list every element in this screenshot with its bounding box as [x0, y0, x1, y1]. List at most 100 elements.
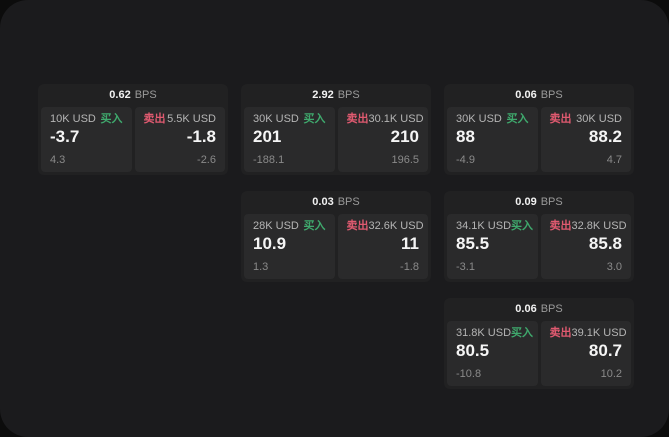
buy-label: 买入 — [303, 220, 326, 232]
sell-tile-top: 卖出 32.8K USD — [549, 220, 627, 232]
quote-card: 0.09 BPS 34.1K USD 买入 85.5 -3.1 卖出 32.8K… — [444, 191, 634, 282]
buy-tile-top: 34.1K USD 买入 — [456, 220, 533, 232]
bps-unit: BPS — [337, 89, 360, 101]
sell-delta: -1.8 — [400, 260, 419, 273]
sell-tile[interactable]: 卖出 32.6K USD 11 -1.8 — [337, 214, 428, 279]
buy-tile-top: 30K USD 买入 — [253, 113, 326, 125]
buy-price: 85.5 — [456, 234, 490, 254]
buy-price: 88 — [456, 127, 475, 147]
bps-header: 0.03 BPS — [244, 191, 428, 214]
quote-cards-grid: 0.62 BPS 10K USD 买入 -3.7 4.3 卖出 5.5K USD — [38, 84, 634, 389]
sell-delta: 196.5 — [391, 153, 419, 166]
sell-tile[interactable]: 卖出 30K USD 88.2 4.7 — [540, 107, 631, 172]
buy-tile[interactable]: 30K USD 买入 201 -188.1 — [244, 107, 335, 172]
sell-price: 80.7 — [588, 341, 622, 361]
sell-tile-top: 卖出 39.1K USD — [549, 327, 627, 339]
buy-price: -3.7 — [50, 127, 80, 147]
bps-value: 0.06 — [515, 303, 537, 315]
buy-delta: -3.1 — [456, 260, 475, 273]
sell-tile[interactable]: 卖出 30.1K USD 210 196.5 — [337, 107, 428, 172]
buy-delta: -10.8 — [456, 367, 482, 380]
buy-tile-top: 28K USD 买入 — [253, 220, 326, 232]
buy-label: 买入 — [511, 327, 534, 339]
tiles-row: 34.1K USD 买入 85.5 -3.1 卖出 32.8K USD 85.8… — [447, 214, 631, 279]
sell-label: 卖出 — [346, 113, 369, 125]
sell-tile[interactable]: 卖出 32.8K USD 85.8 3.0 — [540, 214, 631, 279]
bps-header: 0.06 BPS — [447, 84, 631, 107]
sell-amount: 39.1K USD — [571, 327, 627, 339]
sell-tile-top: 卖出 30.1K USD — [346, 113, 424, 125]
buy-delta: 1.3 — [253, 260, 269, 273]
sell-tile-top: 卖出 5.5K USD — [144, 113, 217, 125]
bps-unit: BPS — [540, 89, 563, 101]
buy-label: 买入 — [506, 113, 529, 125]
quote-card: 0.62 BPS 10K USD 买入 -3.7 4.3 卖出 5.5K USD — [38, 84, 228, 175]
sell-amount: 30K USD — [576, 113, 622, 125]
buy-delta: -4.9 — [456, 153, 475, 166]
bps-unit: BPS — [134, 89, 157, 101]
bps-header: 0.06 BPS — [447, 298, 631, 321]
buy-tile[interactable]: 10K USD 买入 -3.7 4.3 — [41, 107, 132, 172]
buy-delta: 4.3 — [50, 153, 66, 166]
buy-tile[interactable]: 28K USD 买入 10.9 1.3 — [244, 214, 335, 279]
tiles-row: 31.8K USD 买入 80.5 -10.8 卖出 39.1K USD 80.… — [447, 321, 631, 386]
sell-label: 卖出 — [143, 113, 166, 125]
bps-value: 0.03 — [312, 196, 334, 208]
tiles-row: 30K USD 买入 88 -4.9 卖出 30K USD 88.2 4.7 — [447, 107, 631, 172]
buy-tile-top: 30K USD 买入 — [456, 113, 529, 125]
buy-tile[interactable]: 31.8K USD 买入 80.5 -10.8 — [447, 321, 538, 386]
quote-card: 0.06 BPS 31.8K USD 买入 80.5 -10.8 卖出 39.1… — [444, 298, 634, 389]
sell-label: 卖出 — [549, 113, 572, 125]
tiles-row: 30K USD 买入 201 -188.1 卖出 30.1K USD 210 1… — [244, 107, 428, 172]
buy-amount: 31.8K USD — [456, 327, 512, 339]
buy-tile-top: 31.8K USD 买入 — [456, 327, 533, 339]
buy-tile[interactable]: 34.1K USD 买入 85.5 -3.1 — [447, 214, 538, 279]
bps-value: 0.62 — [109, 89, 131, 101]
sell-price: 88.2 — [588, 127, 622, 147]
sell-delta: -2.6 — [197, 153, 216, 166]
buy-amount: 34.1K USD — [456, 220, 512, 232]
sell-delta: 4.7 — [606, 153, 622, 166]
sell-tile[interactable]: 卖出 5.5K USD -1.8 -2.6 — [134, 107, 225, 172]
sell-tile-top: 卖出 32.6K USD — [346, 220, 424, 232]
bps-unit: BPS — [337, 196, 360, 208]
bps-value: 2.92 — [312, 89, 334, 101]
bps-header: 0.09 BPS — [447, 191, 631, 214]
buy-label: 买入 — [100, 113, 123, 125]
buy-amount: 10K USD — [50, 113, 96, 125]
buy-price: 80.5 — [456, 341, 490, 361]
buy-tile-top: 10K USD 买入 — [50, 113, 123, 125]
sell-tile[interactable]: 卖出 39.1K USD 80.7 10.2 — [540, 321, 631, 386]
buy-amount: 30K USD — [253, 113, 299, 125]
bps-header: 2.92 BPS — [244, 84, 428, 107]
bps-unit: BPS — [540, 196, 563, 208]
sell-price: 11 — [401, 234, 419, 254]
quote-card: 2.92 BPS 30K USD 买入 201 -188.1 卖出 30.1K … — [241, 84, 431, 175]
bps-unit: BPS — [540, 303, 563, 315]
buy-label: 买入 — [511, 220, 534, 232]
buy-label: 买入 — [303, 113, 326, 125]
quote-card: 0.03 BPS 28K USD 买入 10.9 1.3 卖出 32.6K US… — [241, 191, 431, 282]
sell-label: 卖出 — [346, 220, 369, 232]
sell-tile-top: 卖出 30K USD — [550, 113, 623, 125]
bps-header: 0.62 BPS — [41, 84, 225, 107]
bps-value: 0.06 — [515, 89, 537, 101]
buy-tile[interactable]: 30K USD 买入 88 -4.9 — [447, 107, 538, 172]
buy-price: 201 — [253, 127, 282, 147]
sell-delta: 3.0 — [606, 260, 622, 273]
sell-label: 卖出 — [549, 220, 572, 232]
quote-card: 0.06 BPS 30K USD 买入 88 -4.9 卖出 30K USD — [444, 84, 634, 175]
sell-price: 210 — [390, 127, 419, 147]
sell-price: -1.8 — [186, 127, 216, 147]
sell-amount: 5.5K USD — [167, 113, 216, 125]
sell-amount: 32.6K USD — [368, 220, 424, 232]
sell-amount: 32.8K USD — [571, 220, 627, 232]
sell-price: 85.8 — [588, 234, 622, 254]
buy-delta: -188.1 — [253, 153, 285, 166]
bps-value: 0.09 — [515, 196, 537, 208]
tiles-row: 10K USD 买入 -3.7 4.3 卖出 5.5K USD -1.8 -2.… — [41, 107, 225, 172]
buy-price: 10.9 — [253, 234, 287, 254]
sell-label: 卖出 — [549, 327, 572, 339]
buy-amount: 28K USD — [253, 220, 299, 232]
